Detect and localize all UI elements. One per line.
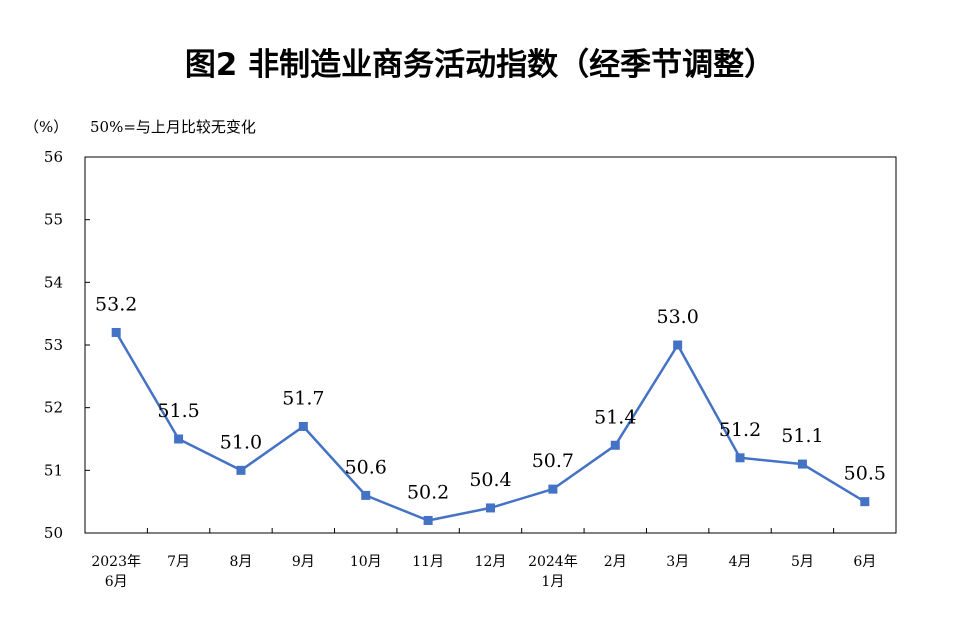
x-tick-label: 7月 — [167, 554, 190, 570]
x-tick-label: 6月 — [105, 574, 128, 590]
data-label: 50.7 — [532, 450, 574, 472]
data-label: 51.2 — [719, 419, 761, 441]
data-point — [860, 497, 870, 507]
y-tick-label: 54 — [44, 273, 63, 291]
y-tick-label: 53 — [44, 336, 63, 354]
data-point — [423, 515, 433, 525]
data-label: 50.6 — [345, 456, 387, 478]
data-point — [735, 453, 745, 463]
x-tick-label: 1月 — [541, 574, 564, 590]
data-labels: 53.2 51.5 51.0 51.7 50.6 50.2 50.4 50.7 51.4 53.0… — [95, 293, 886, 503]
x-tick-label: 2024年 — [528, 554, 578, 570]
data-label: 51.1 — [781, 425, 823, 447]
y-tick-label: 51 — [44, 461, 63, 479]
x-tick-label: 6月 — [853, 554, 876, 570]
data-label: 50.4 — [469, 469, 511, 491]
chart-title: 图2 非制造业商务活动指数（经季节调整） — [185, 47, 775, 83]
data-label: 53.2 — [95, 293, 137, 315]
data-point — [236, 465, 246, 475]
data-label: 50.2 — [407, 481, 449, 503]
x-tick-label: 11月 — [412, 554, 444, 570]
y-tick-label: 50 — [44, 524, 63, 542]
data-label: 51.5 — [157, 400, 199, 422]
data-point — [610, 440, 620, 450]
unit-label: （%） — [24, 118, 68, 136]
x-tick-label: 4月 — [729, 554, 752, 570]
y-tick-label: 56 — [44, 148, 63, 166]
x-tick-label: 5月 — [791, 554, 814, 570]
chart-note: 50%=与上月比较无变化 — [90, 118, 256, 136]
x-tick-label: 3月 — [666, 554, 689, 570]
x-tick-label: 10月 — [350, 554, 382, 570]
data-point — [548, 484, 558, 494]
data-point — [486, 503, 495, 513]
x-tick-label: 12月 — [475, 554, 507, 570]
data-label: 51.4 — [594, 406, 636, 428]
data-point — [298, 421, 308, 431]
data-point — [174, 434, 184, 444]
data-point — [111, 327, 121, 337]
x-tick-label: 9月 — [292, 554, 315, 570]
y-tick-label: 52 — [44, 399, 63, 417]
series-line — [111, 327, 870, 525]
data-label: 51.7 — [282, 387, 324, 409]
x-tick-label: 2月 — [604, 554, 627, 570]
y-axis: 50 51 52 53 54 55 56 — [44, 148, 90, 542]
data-point — [673, 340, 683, 350]
data-point — [361, 490, 371, 500]
data-point — [797, 459, 807, 469]
x-axis: 2023年 6月 7月 8月 9月 10月 11月 12月 2024年 1月 2月 3月 4月 5月 6月 — [91, 528, 876, 590]
data-label: 51.0 — [220, 431, 262, 453]
x-tick-label: 8月 — [230, 554, 253, 570]
y-tick-label: 55 — [44, 211, 63, 229]
x-tick-label: 2023年 — [91, 554, 141, 570]
data-label: 53.0 — [656, 306, 698, 328]
data-label: 50.5 — [844, 463, 886, 485]
